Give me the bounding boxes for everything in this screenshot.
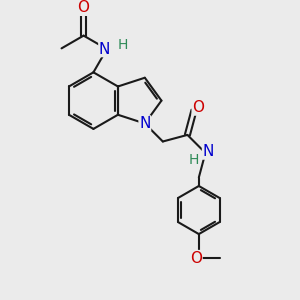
Text: O: O bbox=[78, 0, 90, 15]
Text: N: N bbox=[139, 116, 151, 131]
Text: H: H bbox=[188, 153, 199, 167]
Text: N: N bbox=[202, 144, 214, 159]
Text: N: N bbox=[99, 42, 110, 57]
Text: H: H bbox=[117, 38, 128, 52]
Text: O: O bbox=[192, 100, 204, 115]
Text: O: O bbox=[190, 250, 202, 266]
